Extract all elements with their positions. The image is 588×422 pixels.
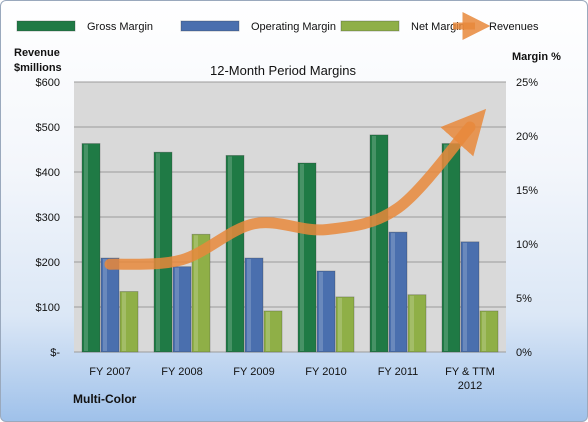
bar-gross-margin — [81, 143, 101, 353]
bar-highlight — [84, 144, 88, 351]
bar-highlight — [228, 156, 232, 351]
bar-highlight — [266, 311, 270, 351]
bar-operating-margin — [460, 241, 480, 353]
legend-label-revenues: Revenues — [489, 21, 539, 33]
bar-highlight — [194, 235, 198, 351]
bar-highlight — [444, 144, 448, 351]
bar-highlight — [391, 233, 395, 351]
bar-net-margin — [479, 310, 499, 353]
left-tick-label: $300 — [36, 212, 60, 224]
right-tick-label: 25% — [516, 77, 538, 89]
right-tick-label: 10% — [516, 239, 538, 251]
bar-net-margin — [263, 310, 283, 353]
right-tick-label: 5% — [516, 293, 532, 305]
bar-net-margin — [335, 296, 355, 353]
legend-swatch-operating-margin — [180, 20, 240, 32]
bar-net-margin — [119, 291, 139, 353]
right-tick-label: 15% — [516, 185, 538, 197]
x-category-label: FY & TTM 2012 — [445, 366, 495, 392]
x-category-label: FY 2007 — [89, 366, 130, 378]
x-category-label: FY 2008 — [161, 366, 202, 378]
bar-highlight — [372, 135, 376, 351]
left-tick-label: $200 — [36, 257, 60, 269]
revenue-line-group — [104, 108, 487, 270]
chart-title: 12-Month Period Margins — [210, 63, 356, 78]
left-tick-label: $- — [50, 347, 60, 359]
x-category-label: FY 2009 — [233, 366, 274, 378]
legend-label-net-margin: Net Margin — [411, 21, 465, 33]
left-tick-label: $400 — [36, 167, 60, 179]
left-axis-label-line1: Revenue — [14, 47, 60, 59]
bar-highlight — [319, 272, 323, 351]
bar-operating-margin — [388, 231, 408, 353]
bar-operating-margin — [244, 257, 264, 353]
bar-operating-margin — [316, 270, 336, 353]
right-axis-label: Margin % — [512, 51, 561, 63]
bars-group — [81, 134, 499, 353]
x-category-label: FY 2011 — [378, 366, 419, 378]
category-labels: FY 2007 FY 2008 FY 2009 FY 2010 FY 2011 FY & … — [89, 366, 495, 392]
legend-swatch-net-margin — [340, 20, 400, 32]
company-name: Multi-Color — [73, 392, 137, 406]
x-category-label: FY 2010 — [305, 366, 346, 378]
left-tick-label: $500 — [36, 122, 60, 134]
bar-highlight — [338, 297, 342, 351]
tick-labels: $- $100 $200 $300 $400 $500 $600 0% 5% 10% 15% 20% 2… — [36, 77, 539, 359]
bar-highlight — [247, 259, 251, 351]
bar-gross-margin — [297, 162, 317, 353]
left-tick-label: $100 — [36, 302, 60, 314]
bar-highlight — [156, 153, 160, 351]
bar-gross-margin — [369, 134, 389, 353]
left-axis-label-line2: $millions — [14, 62, 62, 74]
bar-highlight — [175, 267, 179, 351]
bar-highlight — [482, 311, 486, 351]
right-tick-label: 20% — [516, 131, 538, 143]
bar-highlight — [463, 242, 467, 351]
bar-net-margin — [407, 294, 427, 353]
revenue-line — [104, 108, 487, 270]
legend-label-gross-margin: Gross Margin — [87, 21, 153, 33]
right-tick-label: 0% — [516, 347, 532, 359]
bar-highlight — [410, 295, 414, 351]
bar-operating-margin — [100, 257, 120, 353]
legend: Gross Margin Operating Margin Net Margin Re… — [16, 12, 539, 40]
left-tick-label: $600 — [36, 77, 60, 89]
bar-highlight — [103, 259, 107, 351]
legend-label-operating-margin: Operating Margin — [251, 21, 336, 33]
bar-highlight — [122, 292, 126, 351]
bar-gross-margin — [225, 155, 245, 353]
bar-highlight — [300, 164, 304, 351]
legend-swatch-gross-margin — [16, 20, 76, 32]
bar-operating-margin — [172, 266, 192, 353]
bar-gross-margin — [153, 151, 173, 353]
bar-net-margin — [191, 233, 211, 353]
